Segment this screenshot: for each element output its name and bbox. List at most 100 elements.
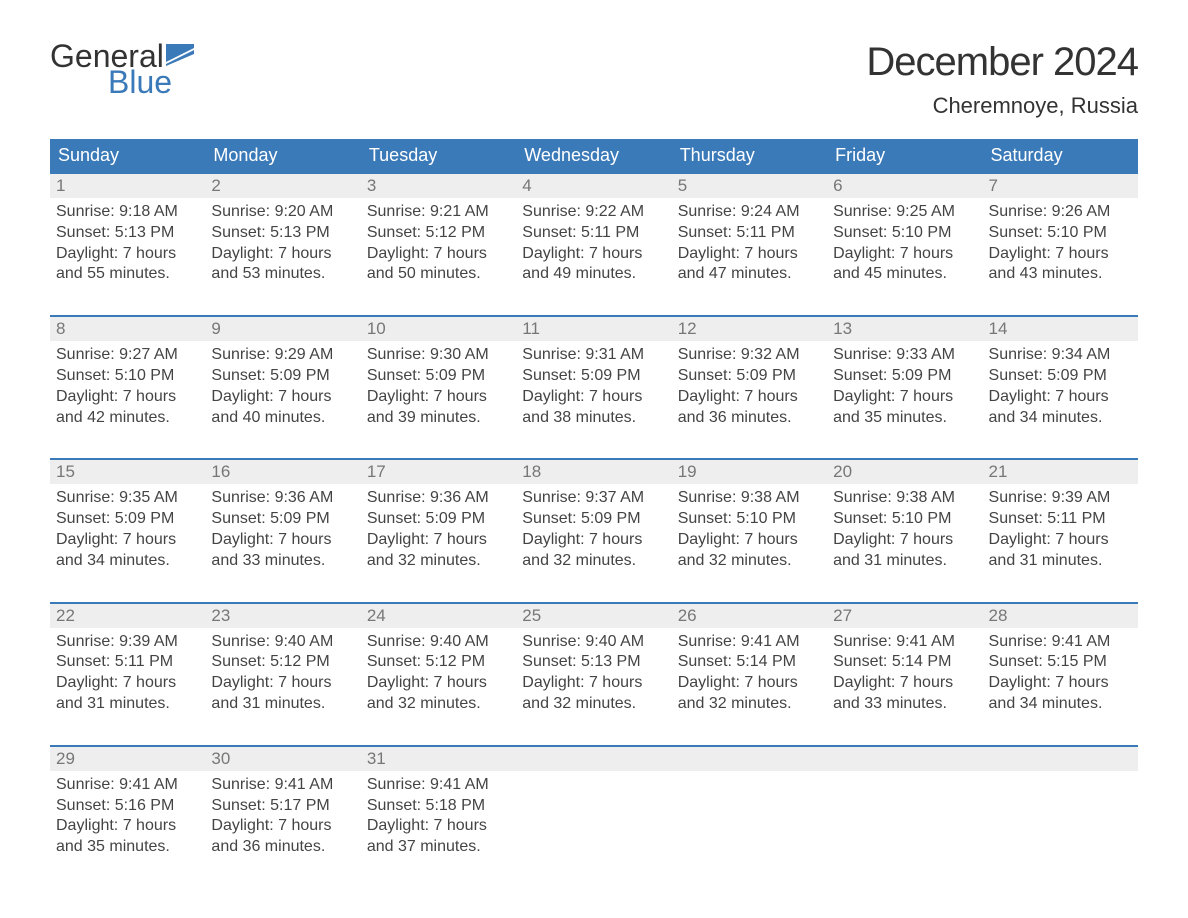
sunrise-line: Sunrise: 9:39 AM (56, 632, 199, 653)
sunset-line: Sunset: 5:09 PM (522, 366, 665, 387)
day-number-row (516, 747, 671, 771)
day-cell: 5Sunrise: 9:24 AMSunset: 5:11 PMDaylight… (672, 174, 827, 291)
sunrise-line: Sunrise: 9:40 AM (522, 632, 665, 653)
day-number-row: 14 (983, 317, 1138, 341)
daylight-line-1: Daylight: 7 hours (211, 816, 354, 837)
calendar: SundayMondayTuesdayWednesdayThursdayFrid… (50, 139, 1138, 864)
sunrise-line: Sunrise: 9:36 AM (367, 488, 510, 509)
daylight-line-2: and 49 minutes. (522, 264, 665, 285)
sunset-line: Sunset: 5:14 PM (678, 652, 821, 673)
day-number: 31 (367, 749, 386, 768)
daylight-line-2: and 35 minutes. (56, 837, 199, 858)
day-body: Sunrise: 9:36 AMSunset: 5:09 PMDaylight:… (205, 484, 360, 577)
sunrise-line: Sunrise: 9:18 AM (56, 202, 199, 223)
day-body: Sunrise: 9:40 AMSunset: 5:13 PMDaylight:… (516, 628, 671, 721)
daylight-line-1: Daylight: 7 hours (678, 244, 821, 265)
day-cell: 8Sunrise: 9:27 AMSunset: 5:10 PMDaylight… (50, 317, 205, 434)
daylight-line-2: and 38 minutes. (522, 408, 665, 429)
day-number-row: 10 (361, 317, 516, 341)
sunset-line: Sunset: 5:10 PM (678, 509, 821, 530)
day-cell: 7Sunrise: 9:26 AMSunset: 5:10 PMDaylight… (983, 174, 1138, 291)
daylight-line-2: and 37 minutes. (367, 837, 510, 858)
day-number: 27 (833, 606, 852, 625)
day-body: Sunrise: 9:29 AMSunset: 5:09 PMDaylight:… (205, 341, 360, 434)
day-cell: 6Sunrise: 9:25 AMSunset: 5:10 PMDaylight… (827, 174, 982, 291)
daylight-line-1: Daylight: 7 hours (678, 673, 821, 694)
logo-word-blue: Blue (108, 66, 194, 98)
sunrise-line: Sunrise: 9:40 AM (367, 632, 510, 653)
day-cell: 17Sunrise: 9:36 AMSunset: 5:09 PMDayligh… (361, 460, 516, 577)
sunset-line: Sunset: 5:12 PM (211, 652, 354, 673)
sunrise-line: Sunrise: 9:21 AM (367, 202, 510, 223)
day-number: 22 (56, 606, 75, 625)
day-number: 23 (211, 606, 230, 625)
day-number-row: 27 (827, 604, 982, 628)
title-block: December 2024 Cheremnoye, Russia (866, 40, 1138, 119)
daylight-line-1: Daylight: 7 hours (56, 387, 199, 408)
day-cell: 30Sunrise: 9:41 AMSunset: 5:17 PMDayligh… (205, 747, 360, 864)
day-number-row: 6 (827, 174, 982, 198)
day-number-row: 28 (983, 604, 1138, 628)
daylight-line-1: Daylight: 7 hours (833, 387, 976, 408)
dow-cell: Thursday (672, 139, 827, 172)
day-number-row: 31 (361, 747, 516, 771)
sunset-line: Sunset: 5:11 PM (989, 509, 1132, 530)
day-cell: 2Sunrise: 9:20 AMSunset: 5:13 PMDaylight… (205, 174, 360, 291)
daylight-line-1: Daylight: 7 hours (367, 387, 510, 408)
daylight-line-1: Daylight: 7 hours (211, 244, 354, 265)
day-number-row: 16 (205, 460, 360, 484)
day-cell: 3Sunrise: 9:21 AMSunset: 5:12 PMDaylight… (361, 174, 516, 291)
day-body: Sunrise: 9:41 AMSunset: 5:18 PMDaylight:… (361, 771, 516, 864)
daylight-line-1: Daylight: 7 hours (833, 244, 976, 265)
sunrise-line: Sunrise: 9:41 AM (56, 775, 199, 796)
day-number: 28 (989, 606, 1008, 625)
day-number (678, 749, 683, 768)
day-number: 25 (522, 606, 541, 625)
day-cell: 13Sunrise: 9:33 AMSunset: 5:09 PMDayligh… (827, 317, 982, 434)
sunrise-line: Sunrise: 9:38 AM (833, 488, 976, 509)
sunset-line: Sunset: 5:17 PM (211, 796, 354, 817)
daylight-line-2: and 33 minutes. (211, 551, 354, 572)
daylight-line-1: Daylight: 7 hours (678, 530, 821, 551)
sunset-line: Sunset: 5:09 PM (211, 509, 354, 530)
daylight-line-2: and 31 minutes. (211, 694, 354, 715)
daylight-line-2: and 32 minutes. (367, 551, 510, 572)
days-of-week-header: SundayMondayTuesdayWednesdayThursdayFrid… (50, 139, 1138, 172)
day-number-row: 17 (361, 460, 516, 484)
day-body: Sunrise: 9:34 AMSunset: 5:09 PMDaylight:… (983, 341, 1138, 434)
day-cell: 21Sunrise: 9:39 AMSunset: 5:11 PMDayligh… (983, 460, 1138, 577)
sunset-line: Sunset: 5:13 PM (56, 223, 199, 244)
daylight-line-2: and 45 minutes. (833, 264, 976, 285)
sunset-line: Sunset: 5:10 PM (833, 509, 976, 530)
daylight-line-2: and 39 minutes. (367, 408, 510, 429)
day-body (983, 771, 1138, 851)
day-number: 3 (367, 176, 376, 195)
day-cell: 10Sunrise: 9:30 AMSunset: 5:09 PMDayligh… (361, 317, 516, 434)
daylight-line-1: Daylight: 7 hours (522, 387, 665, 408)
day-cell (672, 747, 827, 864)
day-body (827, 771, 982, 851)
daylight-line-1: Daylight: 7 hours (989, 244, 1132, 265)
sunset-line: Sunset: 5:10 PM (833, 223, 976, 244)
day-cell: 20Sunrise: 9:38 AMSunset: 5:10 PMDayligh… (827, 460, 982, 577)
sunset-line: Sunset: 5:11 PM (56, 652, 199, 673)
dow-cell: Sunday (50, 139, 205, 172)
sunset-line: Sunset: 5:11 PM (522, 223, 665, 244)
dow-cell: Tuesday (361, 139, 516, 172)
day-body: Sunrise: 9:38 AMSunset: 5:10 PMDaylight:… (827, 484, 982, 577)
week-row: 8Sunrise: 9:27 AMSunset: 5:10 PMDaylight… (50, 315, 1138, 434)
daylight-line-2: and 47 minutes. (678, 264, 821, 285)
daylight-line-1: Daylight: 7 hours (211, 387, 354, 408)
sunrise-line: Sunrise: 9:41 AM (989, 632, 1132, 653)
daylight-line-2: and 31 minutes. (56, 694, 199, 715)
sunset-line: Sunset: 5:09 PM (56, 509, 199, 530)
daylight-line-2: and 42 minutes. (56, 408, 199, 429)
sunset-line: Sunset: 5:10 PM (56, 366, 199, 387)
dow-cell: Friday (827, 139, 982, 172)
weeks-container: 1Sunrise: 9:18 AMSunset: 5:13 PMDaylight… (50, 172, 1138, 864)
day-number: 4 (522, 176, 531, 195)
day-cell: 28Sunrise: 9:41 AMSunset: 5:15 PMDayligh… (983, 604, 1138, 721)
sunrise-line: Sunrise: 9:41 AM (367, 775, 510, 796)
day-number-row: 3 (361, 174, 516, 198)
day-number: 6 (833, 176, 842, 195)
